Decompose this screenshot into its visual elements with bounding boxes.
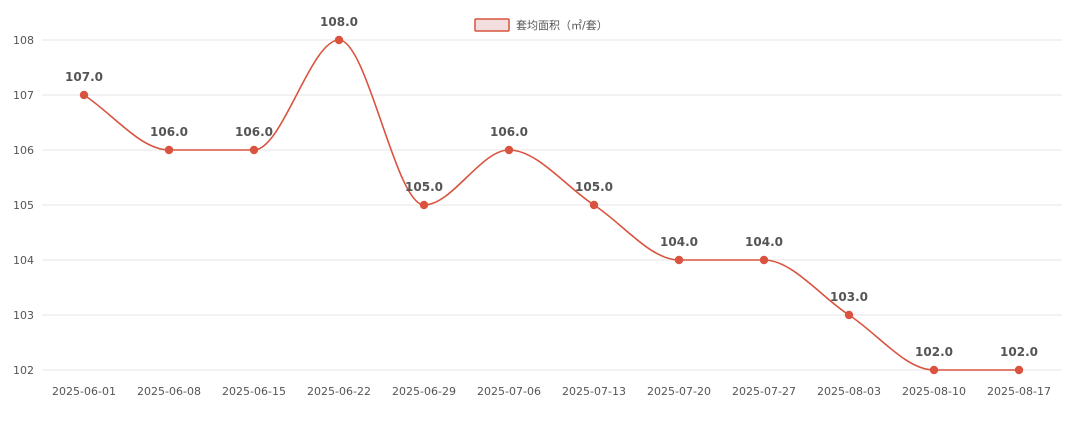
data-label: 104.0 bbox=[660, 235, 698, 249]
data-point[interactable] bbox=[674, 255, 684, 265]
data-label: 108.0 bbox=[320, 15, 358, 29]
data-point[interactable] bbox=[844, 310, 854, 320]
data-point[interactable] bbox=[419, 200, 429, 210]
legend-swatch[interactable] bbox=[474, 18, 510, 32]
series bbox=[79, 35, 1024, 375]
data-point[interactable] bbox=[504, 145, 514, 155]
data-point[interactable] bbox=[79, 90, 89, 100]
x-tick-label: 2025-08-17 bbox=[987, 385, 1051, 398]
data-point[interactable] bbox=[249, 145, 259, 155]
legend[interactable]: 套均面积（㎡/套） bbox=[474, 18, 608, 32]
grid bbox=[42, 39, 1062, 371]
x-tick-label: 2025-07-27 bbox=[732, 385, 796, 398]
legend-label[interactable]: 套均面积（㎡/套） bbox=[516, 19, 608, 32]
data-label: 106.0 bbox=[490, 125, 528, 139]
x-axis: 2025-06-01 2025-06-08 2025-06-15 2025-06-22… bbox=[52, 385, 1051, 398]
data-point[interactable] bbox=[589, 200, 599, 210]
x-tick-label: 2025-07-13 bbox=[562, 385, 626, 398]
x-tick-label: 2025-06-29 bbox=[392, 385, 456, 398]
y-tick-label: 103 bbox=[13, 309, 34, 322]
x-tick-label: 2025-06-15 bbox=[222, 385, 286, 398]
data-point[interactable] bbox=[929, 365, 939, 375]
x-tick-label: 2025-06-01 bbox=[52, 385, 116, 398]
y-axis: 102 103 104 105 106 107 108 bbox=[13, 34, 34, 377]
data-label: 102.0 bbox=[1000, 345, 1038, 359]
x-tick-label: 2025-08-10 bbox=[902, 385, 966, 398]
data-point[interactable] bbox=[334, 35, 344, 45]
y-tick-label: 104 bbox=[13, 254, 34, 267]
x-tick-label: 2025-07-06 bbox=[477, 385, 541, 398]
data-label: 103.0 bbox=[830, 290, 868, 304]
y-tick-label: 108 bbox=[13, 34, 34, 47]
data-labels: 107.0 106.0 106.0 108.0 105.0 106.0 105.0 104.0… bbox=[65, 15, 1038, 359]
data-label: 106.0 bbox=[235, 125, 273, 139]
data-point[interactable] bbox=[759, 255, 769, 265]
y-tick-label: 105 bbox=[13, 199, 34, 212]
data-label: 107.0 bbox=[65, 70, 103, 84]
y-tick-label: 102 bbox=[13, 364, 34, 377]
data-label: 102.0 bbox=[915, 345, 953, 359]
data-point[interactable] bbox=[1014, 365, 1024, 375]
data-point[interactable] bbox=[164, 145, 174, 155]
data-label: 105.0 bbox=[405, 180, 443, 194]
data-label: 104.0 bbox=[745, 235, 783, 249]
x-tick-label: 2025-06-22 bbox=[307, 385, 371, 398]
x-tick-label: 2025-08-03 bbox=[817, 385, 881, 398]
x-tick-label: 2025-07-20 bbox=[647, 385, 711, 398]
data-label: 105.0 bbox=[575, 180, 613, 194]
data-label: 106.0 bbox=[150, 125, 188, 139]
y-tick-label: 107 bbox=[13, 89, 34, 102]
y-tick-label: 106 bbox=[13, 144, 34, 157]
x-tick-label: 2025-06-08 bbox=[137, 385, 201, 398]
